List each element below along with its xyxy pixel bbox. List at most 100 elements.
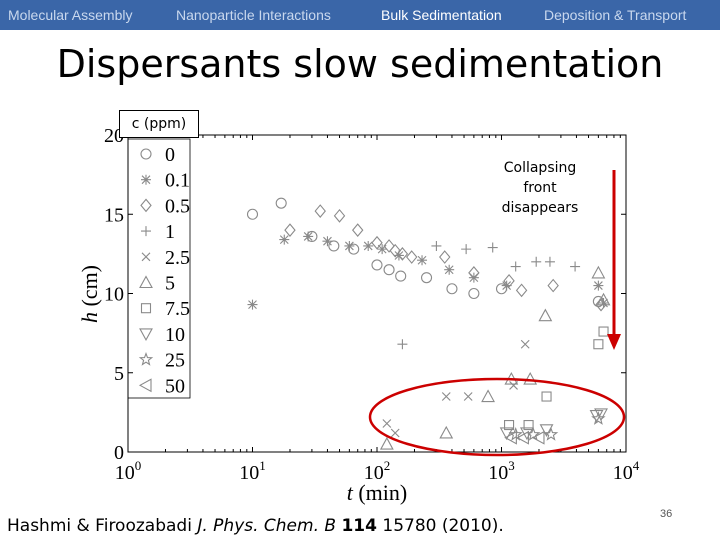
data-point [247, 299, 258, 310]
x-tick-label: 104 [613, 458, 640, 484]
data-point [383, 264, 395, 276]
legend-box [127, 138, 191, 399]
data-point [499, 427, 514, 441]
nav-tab-deposition-transport[interactable]: Deposition & Transport [544, 7, 687, 23]
data-point [446, 283, 458, 295]
highlight-ellipse [368, 377, 626, 457]
data-point [468, 272, 479, 283]
legend-entry-label: 5 [165, 273, 175, 295]
legend-marker [141, 174, 151, 185]
legend-marker [138, 352, 154, 366]
data-point [303, 231, 314, 242]
data-point [531, 256, 542, 267]
data-point [275, 197, 287, 209]
data-point [351, 223, 364, 237]
data-point [390, 428, 400, 438]
legend-entry-label: 2.5 [165, 247, 190, 269]
annotations [368, 170, 626, 457]
data-point [508, 426, 523, 441]
data-point [598, 298, 609, 309]
data-point [377, 244, 388, 255]
data-point [396, 247, 409, 261]
data-point [395, 270, 407, 282]
data-point [510, 261, 521, 272]
data-point [379, 436, 394, 450]
data-point [441, 392, 451, 401]
data-point [538, 308, 553, 322]
data-point [591, 411, 606, 425]
legend-entry-label: 1 [165, 221, 175, 243]
y-tick-label: 5 [114, 363, 124, 385]
legend-entry-label: 25 [165, 350, 185, 372]
legend-marker [139, 328, 153, 342]
data-point [371, 235, 383, 250]
legend-entry-label: 0.5 [165, 195, 190, 217]
legend-title: c (ppm) [119, 110, 199, 138]
legend-entry-label: 0 [165, 144, 175, 166]
data-point [383, 239, 395, 253]
citation-pages-year: 15780 (2010). [376, 516, 504, 536]
data-point [516, 430, 529, 445]
citation: Hashmi & Firoozabadi J. Phys. Chem. B 11… [7, 516, 504, 536]
citation-authors: Hashmi & Firoozabadi [7, 516, 198, 536]
data-point [439, 250, 451, 264]
data-point [463, 392, 473, 401]
legend: 0 0.1 0.5 1 2.5 5 7.5 10 25 50 [127, 138, 191, 399]
data-point [504, 420, 515, 431]
data-point [405, 250, 418, 264]
nav-tab-nanoparticle-interactions[interactable]: Nanoparticle Interactions [176, 7, 331, 23]
data-point [371, 259, 383, 271]
data-point [570, 261, 581, 272]
top-navbar: Molecular Assembly Nanoparticle Interact… [0, 0, 720, 30]
y-tick-label: 15 [104, 204, 124, 226]
legend-entry-label: 7.5 [165, 298, 190, 320]
data-point [487, 242, 498, 253]
data-point [547, 278, 559, 293]
collapsing-front-annotation: Collapsing front disappears [501, 160, 579, 216]
y-tick-label: 0 [114, 442, 124, 464]
legend-marker [138, 378, 152, 393]
data-point [279, 234, 290, 245]
data-point [284, 223, 296, 237]
data-point [363, 240, 374, 251]
data-point [468, 266, 480, 280]
nav-tab-molecular-assembly[interactable]: Molecular Assembly [8, 7, 133, 23]
data-point [515, 283, 528, 298]
legend-marker [140, 198, 152, 213]
data-point [595, 297, 607, 312]
data-point [468, 287, 480, 300]
data-point [519, 427, 534, 441]
x-tick-label: 101 [239, 458, 266, 484]
data-point [481, 389, 495, 403]
data-point [598, 326, 609, 337]
data-point [389, 243, 401, 258]
legend-marker [139, 275, 153, 289]
data-point [503, 273, 515, 288]
data-point [539, 424, 554, 437]
data-point [591, 265, 606, 279]
data-point [544, 256, 555, 267]
data-point [543, 426, 559, 441]
data-point [444, 264, 455, 275]
legend-marker [140, 303, 152, 314]
nav-tab-bulk-sedimentation[interactable]: Bulk Sedimentation [381, 7, 502, 23]
y-tick-label: 10 [104, 284, 124, 306]
data-point [382, 419, 392, 428]
legend-marker [140, 148, 152, 160]
data-point [431, 240, 442, 251]
data-point [531, 430, 545, 445]
legend-marker [141, 252, 151, 262]
data-point [333, 208, 346, 223]
x-tick-label: 100 [115, 458, 142, 484]
data-point [461, 244, 472, 255]
citation-volume: 114 [341, 516, 377, 536]
x-tick-label: 103 [488, 458, 515, 484]
data-point [596, 292, 611, 306]
legend-entry-label: 10 [165, 324, 185, 346]
data-point [344, 240, 355, 251]
data-point [420, 272, 433, 284]
data-point [439, 425, 454, 439]
data-point [322, 236, 333, 247]
data-point [501, 280, 512, 291]
